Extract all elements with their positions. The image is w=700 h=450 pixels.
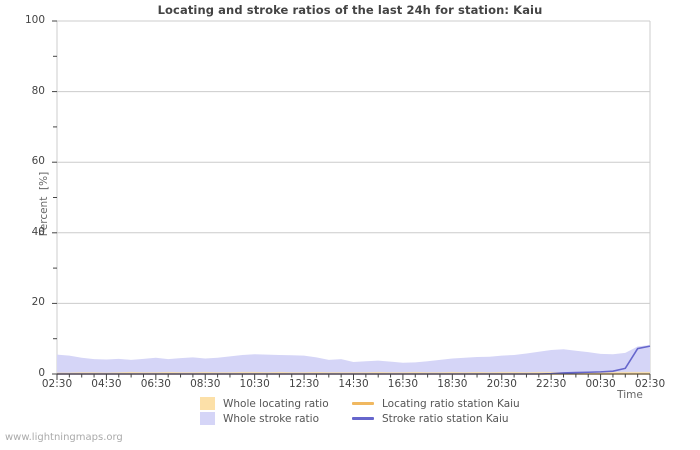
y-tick-label: 60: [31, 155, 45, 168]
x-tick-label: 20:30: [486, 378, 517, 390]
y-tick-label: 100: [24, 14, 45, 26]
legend-label: Whole locating ratio: [223, 397, 329, 410]
x-tick-label: 02:30: [41, 378, 73, 390]
x-axis-label: Time: [617, 389, 643, 401]
x-tick-label: 08:30: [190, 378, 221, 390]
legend-row: Whole locating ratio Locating ratio stat…: [200, 396, 600, 411]
x-tick-label: 04:30: [91, 378, 122, 390]
legend-label: Locating ratio station Kaiu: [382, 397, 520, 410]
legend-item-stroke-ratio-station[interactable]: Stroke ratio station Kaiu: [352, 411, 572, 426]
y-tick-label: 40: [31, 225, 45, 238]
x-tick-label: 12:30: [288, 378, 320, 390]
y-tick-label: 0: [38, 367, 45, 379]
x-tick-label: 06:30: [140, 378, 171, 390]
legend-swatch-line-icon: [352, 402, 374, 405]
y-tick-label: 80: [31, 84, 45, 97]
legend-swatch-box-icon: [200, 397, 215, 410]
x-tick-label: 18:30: [437, 378, 468, 390]
legend-row: Whole stroke ratio Stroke ratio station …: [200, 411, 600, 426]
legend-item-whole-locating-ratio[interactable]: Whole locating ratio: [200, 396, 352, 411]
legend-item-whole-stroke-ratio[interactable]: Whole stroke ratio: [200, 411, 352, 426]
x-tick-label: 02:30: [634, 378, 666, 390]
x-tick-label: 22:30: [536, 378, 567, 390]
y-tick-label: 20: [31, 296, 45, 309]
chart-title: Locating and stroke ratios of the last 2…: [157, 3, 543, 17]
chart-legend: Whole locating ratio Locating ratio stat…: [200, 396, 600, 426]
legend-label: Stroke ratio station Kaiu: [382, 412, 509, 425]
legend-item-locating-ratio-station[interactable]: Locating ratio station Kaiu: [352, 396, 572, 411]
x-tick-label: 10:30: [239, 378, 270, 390]
watermark: www.lightningmaps.org: [5, 432, 123, 443]
x-tick-label: 00:30: [585, 378, 616, 390]
legend-swatch-box-icon: [200, 412, 215, 425]
x-tick-label: 16:30: [387, 378, 419, 390]
x-tick-label: 14:30: [338, 378, 369, 390]
legend-label: Whole stroke ratio: [223, 412, 319, 425]
legend-swatch-line-icon: [352, 417, 374, 420]
